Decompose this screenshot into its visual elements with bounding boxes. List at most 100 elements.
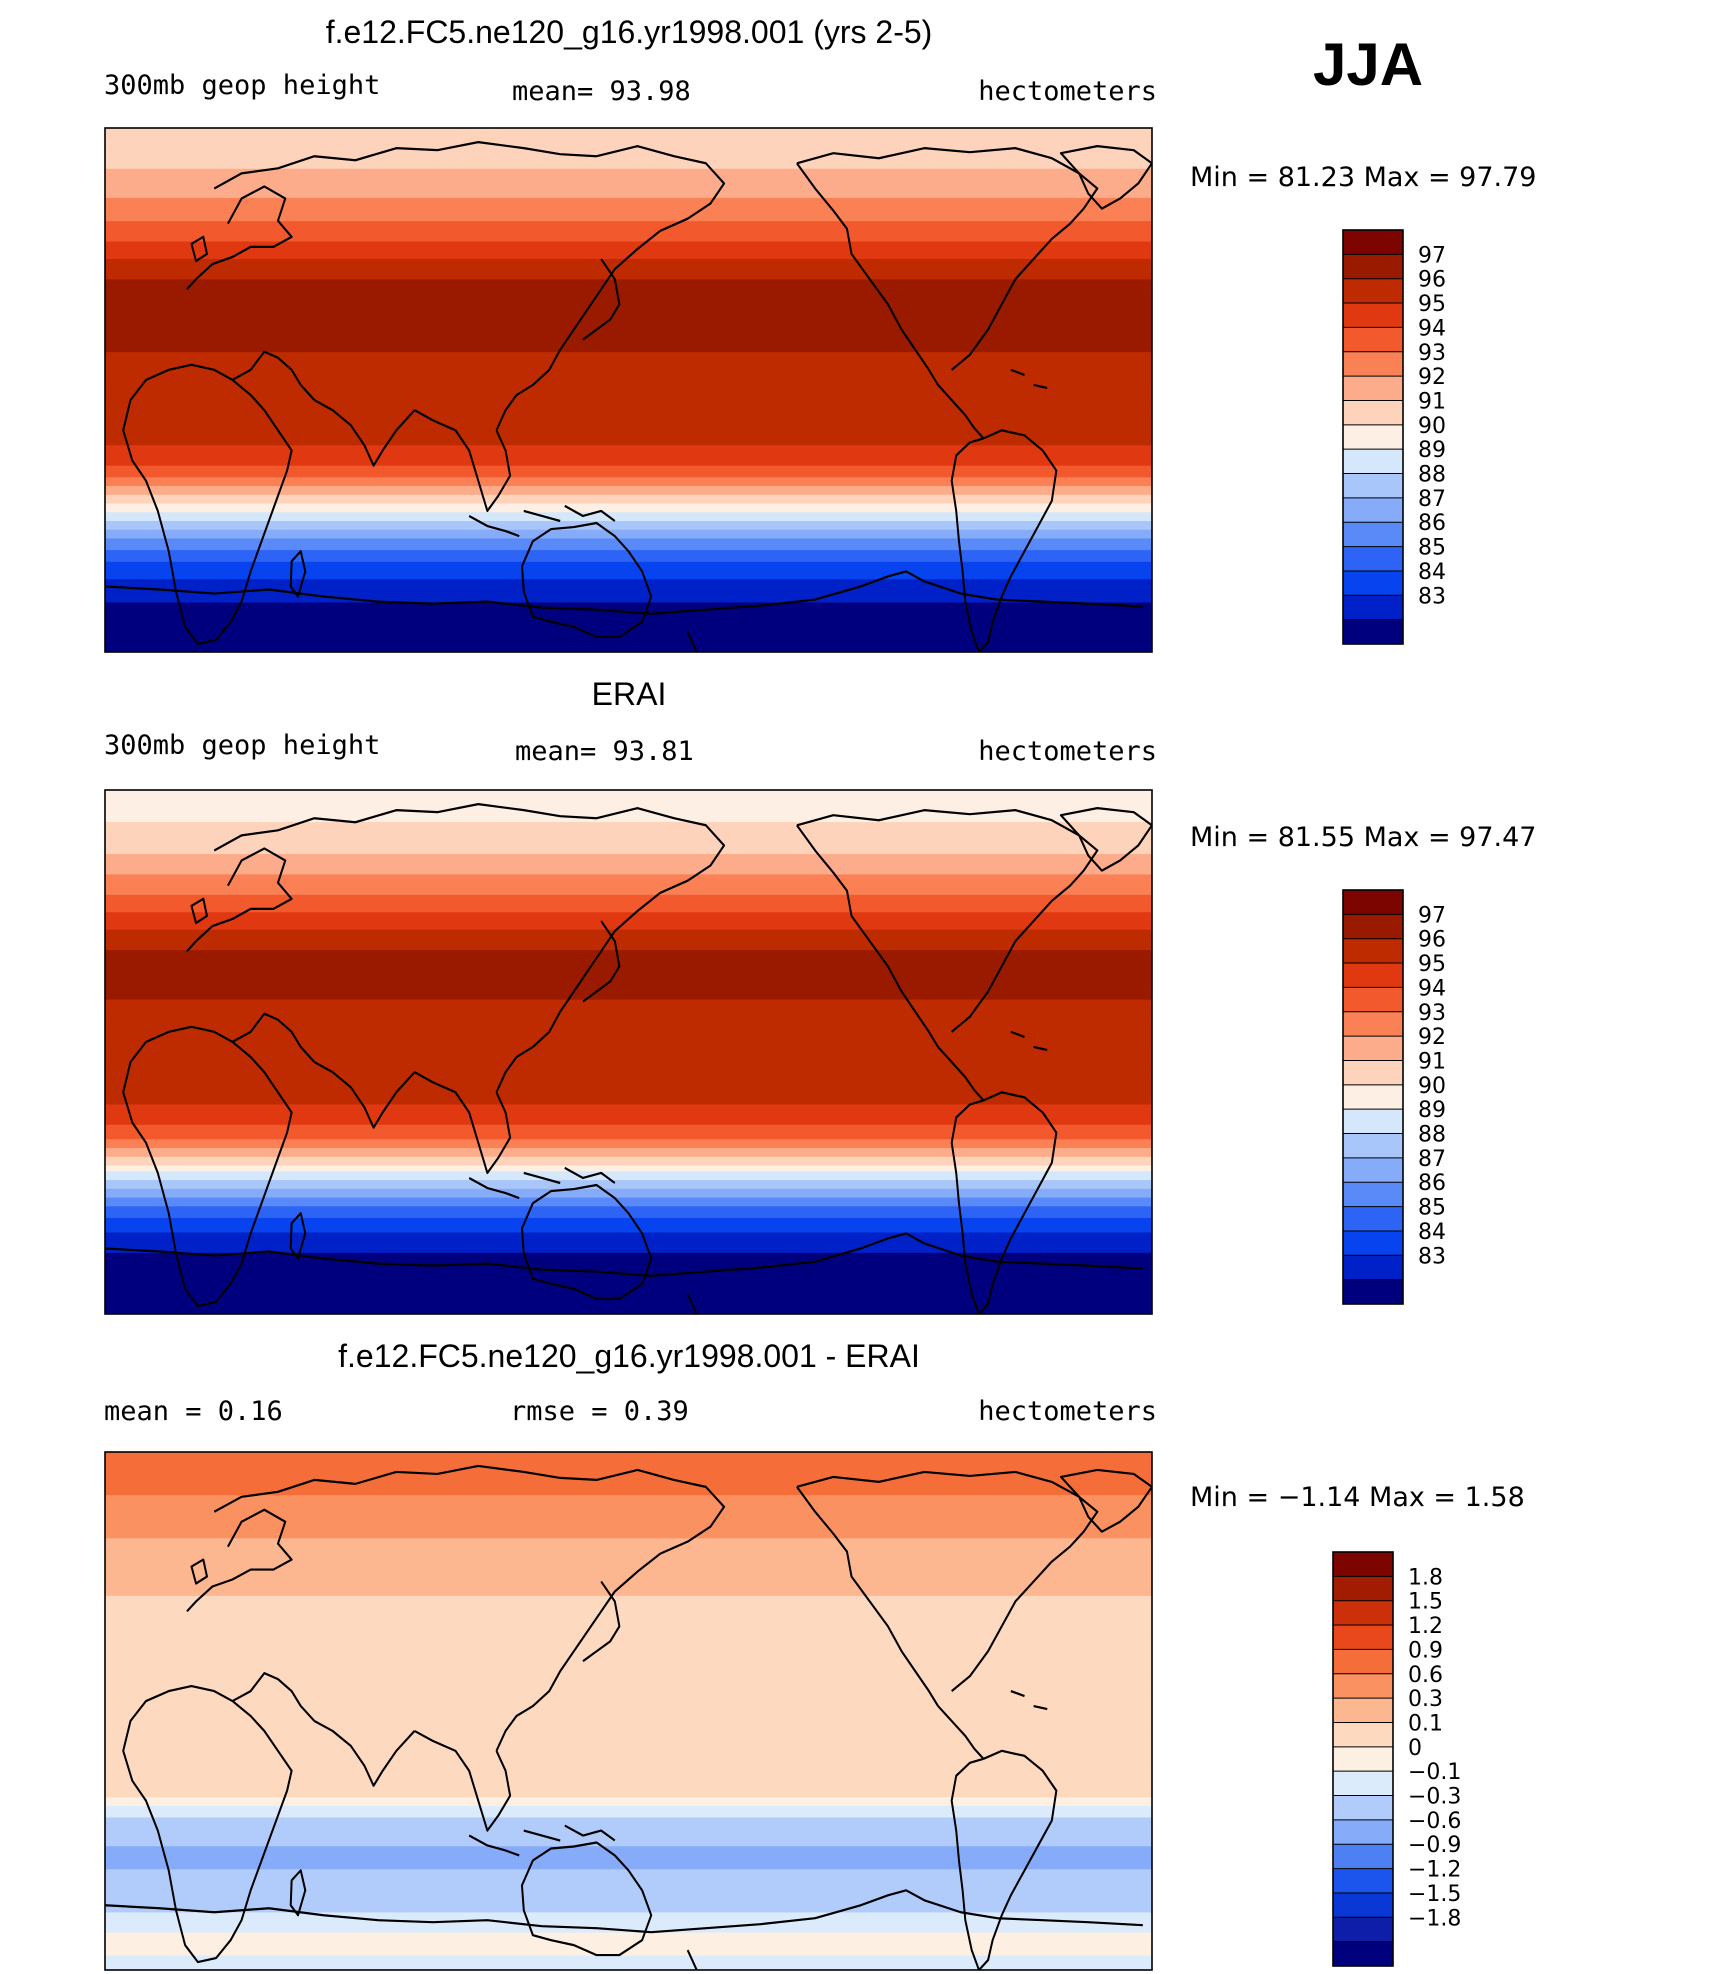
- lat-band: [105, 1302, 1152, 1306]
- lat-band: [105, 1613, 1152, 1617]
- lat-band: [105, 323, 1152, 327]
- lat-band: [105, 547, 1152, 551]
- lat-band: [105, 637, 1152, 641]
- lat-band: [105, 538, 1152, 542]
- colorbar-cell: [1333, 1844, 1393, 1869]
- lat-band: [105, 486, 1152, 490]
- panel3-units-label: hectometers: [978, 1396, 1157, 1427]
- lat-band: [105, 279, 1152, 283]
- lat-band: [105, 471, 1152, 476]
- lat-band: [105, 1118, 1152, 1123]
- lat-band: [105, 1057, 1152, 1062]
- colorbar-frame: [1342, 229, 1404, 645]
- lat-band: [105, 883, 1152, 887]
- lat-band: [105, 357, 1152, 362]
- lat-band: [105, 1238, 1152, 1242]
- lat-band: [105, 553, 1152, 557]
- lat-band: [105, 1521, 1152, 1525]
- lat-band: [105, 1279, 1152, 1283]
- lat-band: [105, 987, 1152, 992]
- lat-band: [105, 1469, 1152, 1473]
- colorbar-cell: [1343, 890, 1403, 915]
- lat-band: [105, 372, 1152, 377]
- lat-band: [105, 1886, 1152, 1891]
- lat-band: [105, 1921, 1152, 1925]
- lat-band: [105, 1952, 1152, 1957]
- lat-band: [105, 1261, 1152, 1266]
- lat-band: [105, 590, 1152, 595]
- colorbar-tick-label: 90: [1418, 414, 1446, 439]
- lat-band: [105, 1828, 1152, 1833]
- colorbar-tick-label: −0.3: [1408, 1785, 1461, 1810]
- lat-band: [105, 1875, 1152, 1879]
- lat-band: [105, 130, 1152, 135]
- lat-band: [105, 224, 1152, 228]
- lat-band: [105, 1595, 1152, 1600]
- colorbar-cell: [1343, 987, 1403, 1013]
- lat-band: [105, 497, 1152, 502]
- panel3-title: f.e12.FC5.ne120_g16.yr1998.001 - ERAI: [338, 1338, 920, 1374]
- lat-band: [105, 1872, 1152, 1876]
- lat-band: [105, 1244, 1152, 1248]
- colorbar-cell: [1333, 1795, 1393, 1821]
- lat-band: [105, 1270, 1152, 1274]
- lat-band: [105, 1831, 1152, 1836]
- panel1-variable-label: 300mb geop height: [104, 70, 381, 101]
- lat-band: [105, 1909, 1152, 1914]
- lat-band: [105, 558, 1152, 563]
- lat-band: [105, 1107, 1152, 1111]
- season-label: JJA: [1313, 31, 1424, 98]
- lat-band: [105, 955, 1152, 960]
- lat-band: [105, 1938, 1152, 1942]
- lat-band: [105, 1705, 1152, 1709]
- lat-band: [105, 1883, 1152, 1888]
- lat-band: [105, 1241, 1152, 1245]
- lat-band: [105, 1581, 1152, 1585]
- colorbar-cell: [1333, 1576, 1393, 1601]
- lat-band: [105, 602, 1152, 607]
- lat-band: [105, 139, 1152, 144]
- lat-band: [105, 792, 1152, 797]
- map-frame: [104, 789, 1153, 1315]
- lat-band: [105, 506, 1152, 510]
- lat-band: [105, 1898, 1152, 1902]
- lat-band: [105, 1598, 1152, 1603]
- lat-band: [105, 1089, 1152, 1094]
- lat-band: [105, 1687, 1152, 1692]
- lat-band: [105, 941, 1152, 945]
- lat-band: [105, 1229, 1152, 1234]
- lat-band: [105, 1587, 1152, 1591]
- colorbar-tick-label: 86: [1418, 511, 1446, 536]
- lat-band: [105, 1139, 1152, 1143]
- lat-band: [105, 340, 1152, 345]
- lat-band: [105, 395, 1152, 400]
- lat-band: [105, 1255, 1152, 1260]
- lat-band: [105, 244, 1152, 248]
- lat-band: [105, 886, 1152, 890]
- lat-band: [105, 189, 1152, 193]
- lat-band: [105, 1014, 1152, 1018]
- lat-band: [105, 1777, 1152, 1781]
- lat-band: [105, 424, 1152, 429]
- lat-band: [105, 264, 1152, 269]
- lat-band: [105, 1788, 1152, 1793]
- lat-band: [105, 523, 1152, 528]
- lat-band: [105, 970, 1152, 974]
- lat-band: [105, 451, 1152, 455]
- panel1-units-label: hectometers: [978, 76, 1157, 107]
- lat-band: [105, 990, 1152, 995]
- lat-band: [105, 1116, 1152, 1120]
- lat-band: [105, 390, 1152, 394]
- colorbar-cell: [1343, 424, 1403, 450]
- lat-band: [105, 865, 1152, 870]
- lat-band: [105, 1569, 1152, 1574]
- lat-band: [105, 363, 1152, 368]
- lat-band: [105, 1854, 1152, 1859]
- lat-band: [105, 1515, 1152, 1519]
- colorbar-tick-label: 0: [1408, 1736, 1422, 1761]
- lat-band: [105, 1503, 1152, 1508]
- lat-band: [105, 293, 1152, 298]
- lat-band: [105, 282, 1152, 286]
- lat-band: [105, 1526, 1152, 1531]
- lat-band: [105, 442, 1152, 446]
